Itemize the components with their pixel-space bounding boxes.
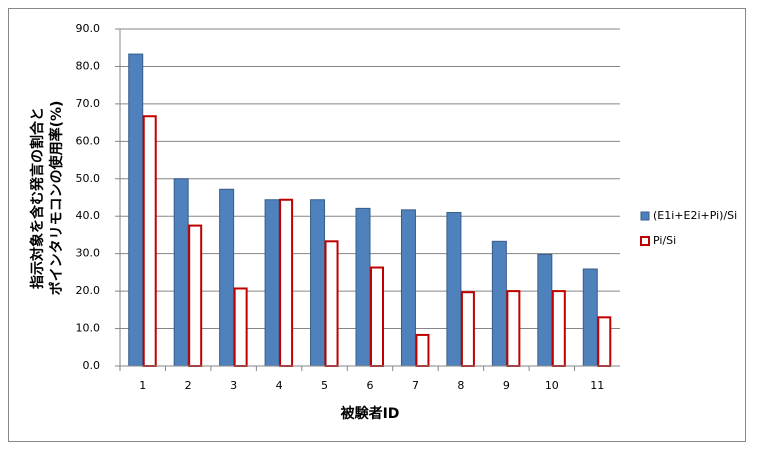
bar <box>355 207 371 367</box>
bar <box>415 333 430 367</box>
y-tick-label: 90.0 <box>76 22 101 35</box>
bar <box>460 291 475 367</box>
y-tick-label: 70.0 <box>76 97 101 110</box>
x-tick-label: 8 <box>457 379 464 392</box>
y-tick-label: 10.0 <box>76 322 101 335</box>
bar <box>219 188 235 367</box>
bar <box>597 316 612 368</box>
bar <box>264 199 280 367</box>
bar <box>537 253 553 367</box>
chart-frame <box>8 8 746 442</box>
bar <box>173 178 189 367</box>
y-axis-label: 指示対象を含む発言の割合と <box>29 107 46 289</box>
x-tick-label: 11 <box>590 379 604 392</box>
y-tick-label: 60.0 <box>76 134 101 147</box>
bar <box>370 266 384 368</box>
y-axis-label: ポインタリモコンの使用率(%) <box>48 101 65 296</box>
bar <box>188 224 203 367</box>
x-tick-label: 4 <box>276 379 283 392</box>
x-tick-label: 6 <box>367 379 374 392</box>
x-tick-label: 10 <box>545 379 559 392</box>
bar <box>310 199 326 367</box>
y-tick-label: 30.0 <box>76 247 101 260</box>
legend-label: Pi/Si <box>653 234 676 247</box>
bar <box>582 268 598 367</box>
x-tick-label: 2 <box>185 379 192 392</box>
bar <box>279 198 294 367</box>
y-tick-label: 50.0 <box>76 172 101 185</box>
bar <box>446 211 462 367</box>
bar <box>400 209 416 367</box>
bar <box>324 240 339 367</box>
bar <box>233 287 248 367</box>
x-tick-label: 3 <box>230 379 237 392</box>
x-tick-label: 1 <box>139 379 146 392</box>
x-tick-label: 5 <box>321 379 328 392</box>
legend-label: (E1i+E2i+Pi)/Si <box>653 209 737 222</box>
y-tick-label: 40.0 <box>76 209 101 222</box>
y-tick-label: 80.0 <box>76 59 101 72</box>
y-tick-label: 20.0 <box>76 284 101 297</box>
bar <box>142 115 157 367</box>
bar <box>551 290 566 367</box>
x-tick-label: 7 <box>412 379 419 392</box>
y-tick-label: 0.0 <box>83 359 101 372</box>
bar <box>491 240 507 367</box>
legend-swatch <box>640 236 650 246</box>
x-tick-label: 9 <box>503 379 510 392</box>
x-axis-label: 被験者ID <box>341 405 400 422</box>
legend-swatch <box>640 211 650 221</box>
bar <box>128 53 144 367</box>
bar <box>506 290 521 367</box>
